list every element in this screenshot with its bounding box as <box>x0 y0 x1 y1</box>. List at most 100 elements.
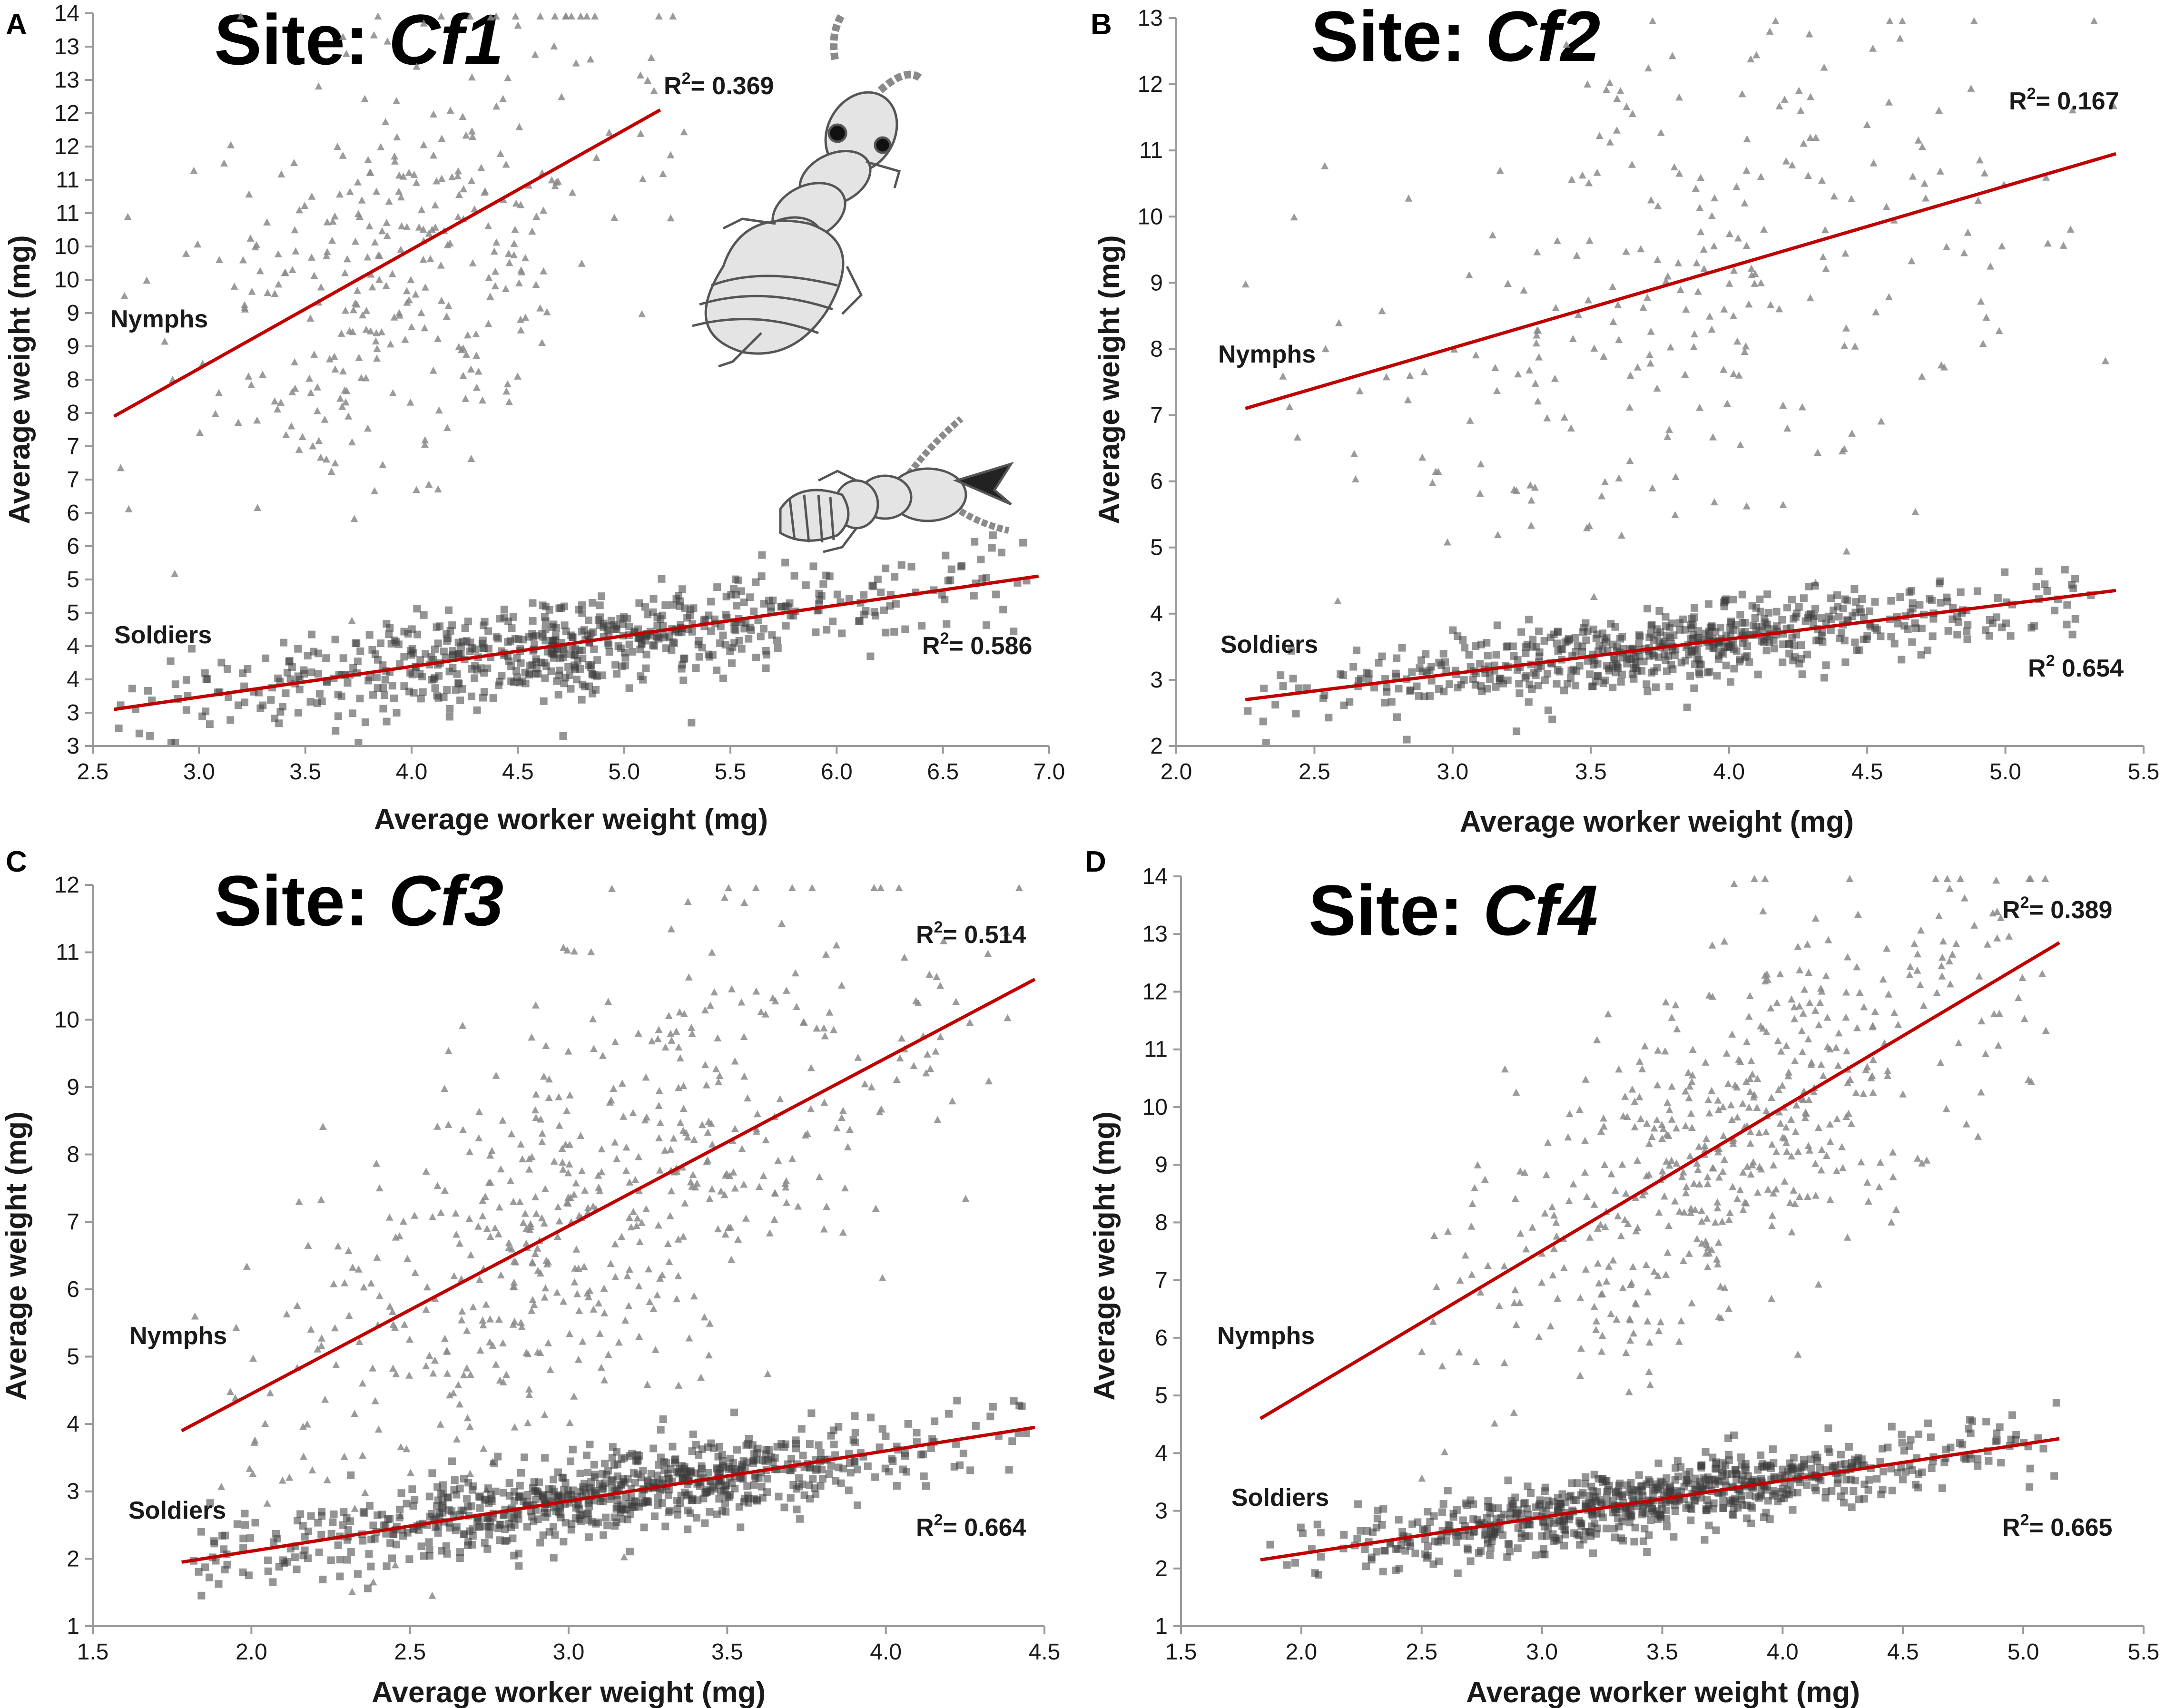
nymph-point <box>1461 1251 1469 1259</box>
nymph-point <box>1286 403 1294 411</box>
nymph-point <box>1597 1290 1605 1298</box>
y-tick-label: 4 <box>67 634 79 659</box>
nymph-point <box>421 441 429 448</box>
nymph-point <box>339 367 347 375</box>
soldier-point <box>797 1425 806 1433</box>
soldier-point <box>729 585 738 593</box>
nymph-point <box>633 1214 641 1222</box>
y-tick-label: 8 <box>67 1142 79 1168</box>
nymph-point <box>515 123 523 130</box>
site-title-prefix: Site: <box>1311 0 1486 76</box>
nymph-point <box>1906 962 1914 970</box>
soldier-point <box>1459 1516 1467 1524</box>
nymph-point <box>788 884 796 892</box>
soldier-point <box>913 1438 921 1446</box>
soldier-point <box>1928 1464 1936 1472</box>
soldier-point <box>643 1476 651 1484</box>
nymph-point <box>625 1302 633 1309</box>
soldier-point <box>171 680 179 688</box>
nymph-point <box>1668 1013 1676 1021</box>
soldier-point <box>706 1508 714 1516</box>
soldier-point <box>392 1541 400 1549</box>
nymph-point <box>1631 1123 1639 1130</box>
soldier-point <box>431 684 439 692</box>
soldier-point <box>653 621 661 629</box>
soldier-point <box>1764 609 1772 617</box>
x-tick-label: 4.0 <box>396 759 428 785</box>
nymph-point <box>410 170 418 178</box>
nymph-point <box>642 1205 650 1212</box>
soldier-point <box>443 1550 451 1558</box>
nymph-point <box>895 884 903 892</box>
soldier-point <box>344 1536 352 1544</box>
soldier-point <box>1837 1451 1845 1459</box>
nymph-point <box>1003 929 1011 936</box>
nymph-point <box>510 251 518 258</box>
nymph-point <box>1918 372 1926 380</box>
nymph-point <box>395 309 403 316</box>
soldier-point <box>1851 1476 1859 1484</box>
nymph-point <box>1687 1208 1695 1216</box>
nymph-point <box>341 306 349 314</box>
nymph-point <box>1854 910 1862 918</box>
nymph-point <box>1708 212 1716 219</box>
nymph-point <box>433 1182 442 1189</box>
soldier-point <box>1901 1468 1909 1476</box>
nymph-point <box>1877 417 1885 425</box>
soldier-point <box>1763 1461 1771 1469</box>
soldier-point <box>383 1562 391 1570</box>
soldier-point <box>688 628 696 636</box>
nymph-point <box>1833 1115 1841 1122</box>
nymph-point <box>528 1306 536 1314</box>
soldier-point <box>1454 632 1462 640</box>
soldier-point <box>1548 716 1556 724</box>
nymph-point <box>446 107 454 114</box>
nymph-point <box>1662 277 1670 285</box>
soldier-point <box>874 575 882 583</box>
soldier-point <box>1687 1516 1695 1524</box>
soldier-point <box>722 611 730 619</box>
soldier-point <box>1820 674 1828 682</box>
soldier-point <box>721 1500 729 1508</box>
nymph-point <box>1560 413 1568 421</box>
soldier-point <box>604 638 612 647</box>
nymph-point <box>1609 1256 1617 1264</box>
soldier-point <box>518 677 526 685</box>
soldier-point <box>521 1453 529 1462</box>
nymph-point <box>1842 324 1850 332</box>
nymph-point <box>274 405 282 412</box>
nymph-point <box>674 1272 682 1279</box>
soldier-point <box>409 1502 417 1510</box>
nymph-point <box>355 353 363 361</box>
nymph-point <box>266 1389 274 1396</box>
nymph-point <box>434 334 442 342</box>
nymph-point <box>1992 876 2000 884</box>
soldiers-trend-line <box>1245 589 2116 702</box>
nymph-point <box>1643 1172 1651 1179</box>
nymph-point <box>460 185 468 193</box>
nymph-point <box>462 131 470 139</box>
nymph-point <box>331 365 339 373</box>
nymph-point <box>820 1099 828 1106</box>
soldier-point <box>673 1511 681 1519</box>
nymph-point <box>1790 1186 1798 1194</box>
soldier-point <box>1591 1493 1599 1501</box>
soldier-point <box>945 1410 953 1418</box>
nymph-point <box>1804 1142 1812 1149</box>
nymph-point <box>708 1185 716 1193</box>
nymph-point <box>685 973 693 981</box>
y-tick-label: 3 <box>67 1479 79 1504</box>
nymph-point <box>558 93 566 100</box>
nymph-point <box>595 1183 603 1191</box>
nymph-point <box>431 201 439 209</box>
y-tick-label: 7 <box>1155 1268 1168 1293</box>
nymph-point <box>1504 279 1512 287</box>
nymph-point <box>274 250 282 258</box>
nymph-point <box>1964 228 1972 236</box>
nymph-point <box>281 269 289 276</box>
nymph-point <box>607 1259 615 1267</box>
soldier-point <box>1912 1481 1920 1489</box>
soldier-point <box>1449 626 1457 634</box>
nymph-point <box>1759 907 1767 914</box>
